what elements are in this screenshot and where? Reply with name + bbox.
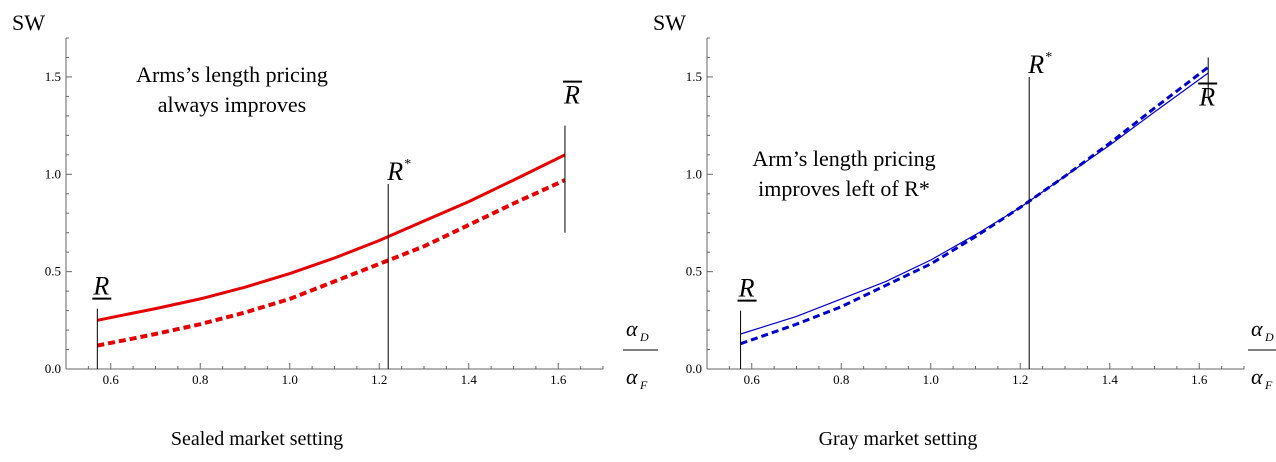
y-tick-label: 0.5 bbox=[686, 264, 702, 279]
x-label-numerator-subscript: D bbox=[639, 330, 649, 344]
y-tick-label: 0.0 bbox=[686, 361, 702, 376]
reference-line-label: R bbox=[92, 272, 109, 301]
dashed-series-line bbox=[96, 178, 566, 348]
annotation-line: Arms’s length pricing bbox=[136, 62, 328, 87]
reference-line-label-superscript: * bbox=[1045, 50, 1052, 65]
x-tick-label: 0.8 bbox=[833, 372, 849, 387]
x-tick-label: 1.4 bbox=[1102, 372, 1119, 387]
x-axis-label: α Dα F bbox=[1248, 316, 1276, 392]
x-label-numerator: α bbox=[1251, 316, 1263, 341]
x-tick-label: 1.0 bbox=[923, 372, 939, 387]
x-label-denominator-subscript: F bbox=[1264, 378, 1273, 392]
reference-line-label: R bbox=[1027, 50, 1044, 79]
y-tick-label: 0.0 bbox=[45, 361, 61, 376]
x-tick-label: 0.6 bbox=[103, 372, 120, 387]
y-tick-label: 0.5 bbox=[45, 264, 61, 279]
reference-line-label: R bbox=[1198, 82, 1215, 111]
reference-line-label: R bbox=[563, 81, 580, 110]
x-label-numerator: α bbox=[626, 316, 638, 341]
annotation-line: always improves bbox=[158, 92, 306, 117]
x-tick-label: 1.0 bbox=[282, 372, 298, 387]
dashed-series-line bbox=[740, 66, 1210, 346]
y-axis-label: SW bbox=[653, 10, 686, 35]
solid-series-line bbox=[97, 153, 566, 322]
reference-line-label: R bbox=[738, 274, 755, 303]
annotation-line: Arm’s length pricing bbox=[752, 146, 935, 171]
y-tick-label: 1.0 bbox=[45, 166, 61, 181]
x-label-numerator-subscript: D bbox=[1264, 330, 1274, 344]
x-label-denominator-subscript: F bbox=[639, 378, 648, 392]
right-chart-caption: Gray market setting bbox=[818, 428, 978, 450]
x-label-denominator: α bbox=[1251, 364, 1263, 389]
x-tick-label: 1.2 bbox=[371, 372, 387, 387]
y-tick-label: 1.5 bbox=[686, 69, 702, 84]
y-tick-label: 1.0 bbox=[686, 166, 702, 181]
x-axis-label: α Dα F bbox=[623, 316, 658, 392]
solid-series-line bbox=[740, 72, 1209, 335]
x-tick-label: 0.8 bbox=[192, 372, 208, 387]
y-tick-label: 1.5 bbox=[45, 69, 61, 84]
x-tick-label: 1.2 bbox=[1012, 372, 1028, 387]
x-tick-label: 1.6 bbox=[550, 372, 567, 387]
reference-line-label: R bbox=[386, 157, 403, 186]
x-tick-label: 0.6 bbox=[744, 372, 761, 387]
x-tick-label: 1.4 bbox=[461, 372, 478, 387]
y-axis-label: SW bbox=[12, 10, 45, 35]
left-chart-caption: Sealed market setting bbox=[170, 428, 344, 450]
x-tick-label: 1.6 bbox=[1191, 372, 1208, 387]
x-label-denominator: α bbox=[626, 364, 638, 389]
annotation-line: improves left of R* bbox=[758, 176, 930, 201]
reference-line-label-superscript: * bbox=[404, 157, 411, 172]
